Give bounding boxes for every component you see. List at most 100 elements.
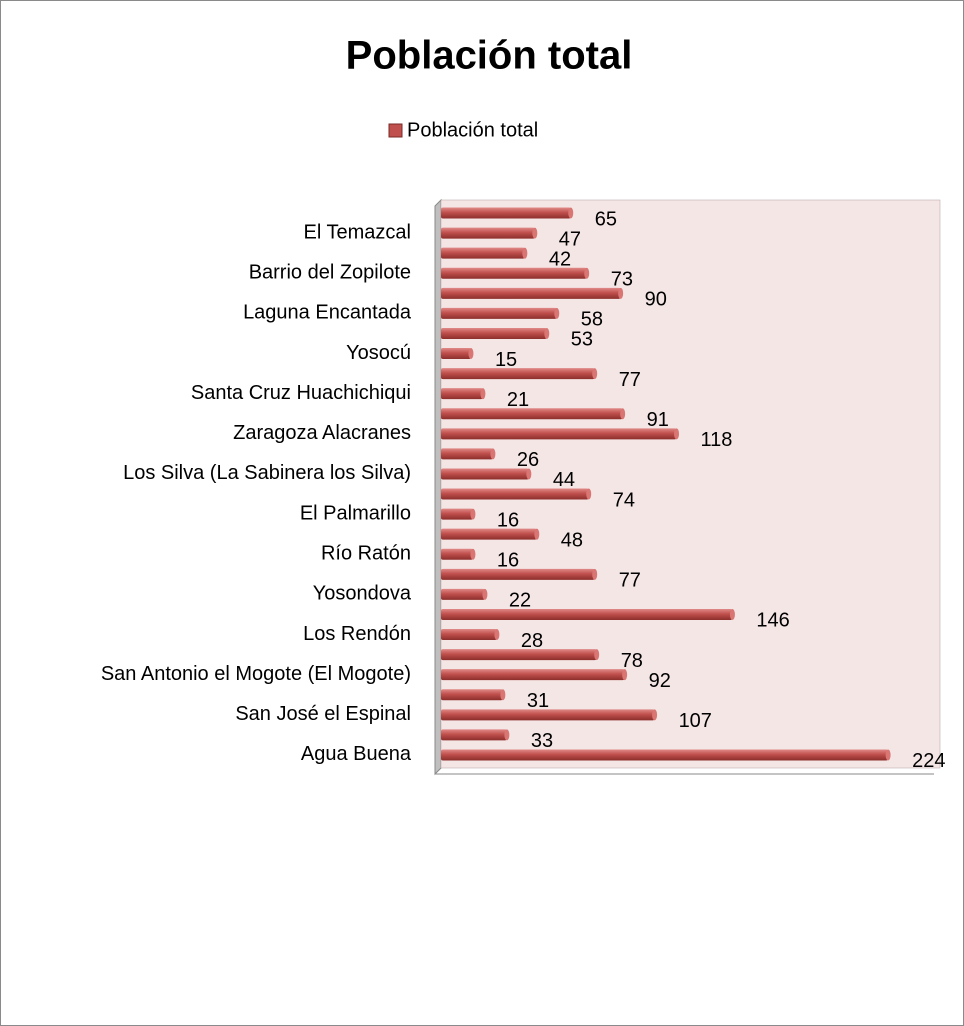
value-label: 44 (553, 469, 575, 491)
bar-cap (494, 629, 500, 641)
value-label: 28 (521, 630, 543, 652)
value-label: 91 (647, 409, 669, 431)
bar (441, 729, 507, 741)
bar (441, 669, 625, 681)
bar-cap (568, 207, 574, 219)
bar (441, 408, 623, 420)
y-tick-label: Río Ratón (321, 543, 411, 565)
value-label: 224 (912, 750, 945, 772)
bar (441, 428, 677, 440)
bar (441, 388, 483, 400)
bar-cap (522, 247, 528, 259)
bar (441, 689, 503, 701)
value-label: 146 (756, 610, 789, 632)
bar-cap (885, 749, 891, 761)
y-tick-label: Laguna Encantada (243, 302, 412, 324)
bar-cap (592, 368, 598, 380)
bar-cap (526, 468, 532, 480)
value-label: 22 (509, 590, 531, 612)
bar (441, 568, 595, 580)
bar-cap (468, 348, 474, 360)
bar (441, 528, 537, 540)
bar-cap (622, 669, 628, 681)
bar-cap (674, 428, 680, 440)
bar (441, 307, 557, 319)
value-label: 42 (549, 248, 571, 270)
value-label: 78 (621, 650, 643, 672)
bar (441, 227, 535, 239)
bar-cap (470, 508, 476, 520)
value-label: 65 (595, 208, 617, 230)
bar (441, 348, 471, 360)
bar (441, 649, 597, 661)
side-wall (434, 198, 442, 776)
bar-cap (592, 568, 598, 580)
value-label: 118 (701, 429, 733, 451)
y-tick-label: Agua Buena (301, 743, 412, 765)
bar (441, 448, 493, 460)
value-label: 90 (645, 289, 667, 311)
bar (441, 749, 889, 761)
bar (441, 247, 525, 259)
y-tick-label: El Palmarillo (300, 502, 411, 524)
bar (441, 608, 733, 620)
y-tick-label: Santa Cruz Huachichiqui (191, 382, 411, 404)
value-label: 31 (527, 690, 549, 712)
value-label: 15 (495, 349, 517, 371)
value-label: 26 (517, 449, 539, 471)
bar (441, 327, 547, 339)
value-label: 107 (679, 710, 712, 732)
chart-title: Población total (346, 34, 633, 78)
bar-cap (534, 528, 540, 540)
value-label: 16 (497, 550, 519, 572)
bar (441, 488, 589, 500)
bar-cap (554, 307, 560, 319)
y-tick-label: San José el Espinal (235, 703, 411, 725)
legend-label: Población total (407, 119, 538, 141)
value-label: 47 (559, 228, 581, 250)
bar-cap (620, 408, 626, 420)
value-label: 53 (571, 329, 593, 351)
y-tick-label: Barrio del Zopilote (249, 262, 411, 284)
bar-cap (544, 327, 550, 339)
bar-cap (729, 608, 735, 620)
y-tick-label: Zaragoza Alacranes (233, 422, 411, 444)
y-tick-label: Yosocú (346, 342, 411, 364)
bar (441, 287, 621, 299)
value-label: 74 (613, 489, 635, 511)
bar-cap (584, 267, 590, 279)
bar-cap (482, 588, 488, 600)
bar (441, 207, 571, 219)
value-label: 33 (531, 730, 553, 752)
y-tick-label: Los Silva (La Sabinera los Silva) (123, 462, 411, 484)
value-label: 77 (619, 570, 641, 592)
bar-cap (504, 729, 510, 741)
value-label: 58 (581, 309, 603, 331)
value-label: 77 (619, 369, 641, 391)
bar-cap (480, 388, 486, 400)
value-label: 92 (649, 670, 671, 692)
bar-cap (500, 689, 506, 701)
bar (441, 267, 587, 279)
bar (441, 468, 529, 480)
plot-wall (440, 199, 941, 769)
bar (441, 588, 485, 600)
bar (441, 368, 595, 380)
bar (441, 548, 473, 560)
bar-cap (586, 488, 592, 500)
value-label: 16 (497, 509, 519, 531)
bar-cap (618, 287, 624, 299)
bar (441, 709, 655, 721)
y-tick-label: El Temazcal (304, 221, 411, 243)
bar-cap (652, 709, 658, 721)
y-tick-label: Los Rendón (303, 623, 411, 645)
legend-swatch (388, 123, 403, 138)
value-label: 21 (507, 389, 529, 411)
bar (441, 629, 497, 641)
bar-cap (594, 649, 600, 661)
value-label: 73 (611, 269, 633, 291)
bar-cap (532, 227, 538, 239)
bar (441, 508, 473, 520)
bar-cap (470, 548, 476, 560)
